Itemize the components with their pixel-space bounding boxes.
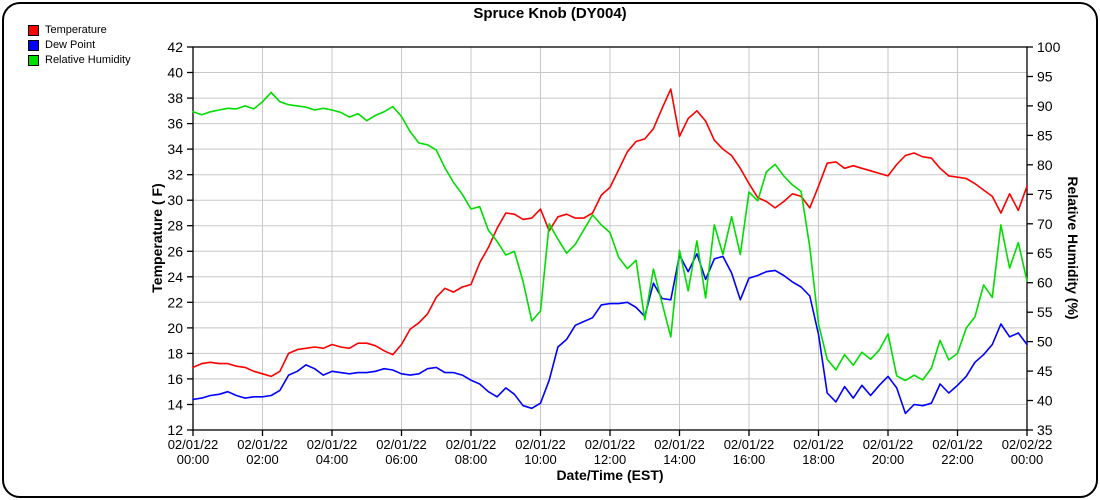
x-tick-time-label: 06:00: [385, 452, 418, 467]
y-right-tick-label: 75: [1037, 186, 1053, 202]
x-tick-date-label: 02/02/22: [1002, 437, 1053, 452]
y-right-tick-label: 80: [1037, 157, 1053, 173]
x-tick-time-label: 04:00: [316, 452, 349, 467]
y-left-tick-label: 26: [167, 243, 183, 259]
y-left-tick-label: 22: [167, 294, 183, 310]
y-right-tick-label: 90: [1037, 98, 1053, 114]
temperature-swatch-icon: [28, 25, 39, 36]
y-right-tick-label: 55: [1037, 304, 1053, 320]
relative-humidity-line: [192, 91, 1028, 382]
x-tick-time-label: 10:00: [524, 452, 557, 467]
x-tick-date-label: 02/01/22: [932, 437, 983, 452]
x-tick-date-label: 02/01/22: [724, 437, 775, 452]
y-left-tick-label: 32: [167, 167, 183, 183]
x-tick-time-label: 02:00: [246, 452, 279, 467]
y-left-tick-label: 36: [167, 116, 183, 132]
x-tick-date-label: 02/01/22: [515, 437, 566, 452]
x-tick-date-label: 02/01/22: [863, 437, 914, 452]
y-left-tick-label: 42: [167, 39, 183, 55]
y-left-tick-label: 38: [167, 90, 183, 106]
y-right-tick-label: 40: [1037, 393, 1053, 409]
legend-label-relative-humidity: Relative Humidity: [45, 54, 131, 66]
x-tick-time-label: 00:00: [177, 452, 210, 467]
y-right-tick-label: 35: [1037, 422, 1053, 438]
y-right-tick-label: 70: [1037, 216, 1053, 232]
legend-label-temperature: Temperature: [45, 24, 107, 36]
y-right-tick-label: 45: [1037, 363, 1053, 379]
x-tick-time-label: 20:00: [872, 452, 905, 467]
x-tick-time-label: 14:00: [663, 452, 696, 467]
x-tick-time-label: 00:00: [1011, 452, 1044, 467]
x-tick-date-label: 02/01/22: [307, 437, 358, 452]
legend-item-temperature: Temperature: [28, 23, 131, 38]
y-right-tick-label: 95: [1037, 69, 1053, 85]
x-tick-date-label: 02/01/22: [446, 437, 497, 452]
temperature-line: [192, 88, 1028, 378]
y-left-tick-label: 16: [167, 371, 183, 387]
y-right-tick-label: 100: [1037, 39, 1061, 55]
chart-title: Spruce Knob (DY004): [473, 5, 627, 22]
y-left-tick-label: 28: [167, 218, 183, 234]
x-tick-date-label: 02/01/22: [585, 437, 636, 452]
x-tick-date-label: 02/01/22: [168, 437, 219, 452]
legend: Temperature Dew Point Relative Humidity: [28, 23, 131, 68]
y-left-tick-label: 34: [167, 141, 183, 157]
x-tick-time-label: 12:00: [594, 452, 627, 467]
x-tick-date-label: 02/01/22: [654, 437, 705, 452]
legend-item-relative-humidity: Relative Humidity: [28, 53, 131, 68]
y-left-tick-label: 12: [167, 422, 183, 438]
x-tick-time-label: 22:00: [941, 452, 974, 467]
legend-item-dew-point: Dew Point: [28, 38, 131, 53]
relative-humidity-swatch-icon: [28, 55, 39, 66]
y-left-tick-label: 24: [167, 269, 183, 285]
y-right-tick-label: 85: [1037, 127, 1053, 143]
y-left-tick-label: 14: [167, 397, 183, 413]
x-tick-time-label: 08:00: [455, 452, 488, 467]
y-right-tick-label: 50: [1037, 334, 1053, 350]
x-tick-date-label: 02/01/22: [793, 437, 844, 452]
x-tick-time-label: 18:00: [802, 452, 835, 467]
x-tick-date-label: 02/01/22: [237, 437, 288, 452]
dew-point-swatch-icon: [28, 40, 39, 51]
x-axis-title: Date/Time (EST): [556, 467, 664, 483]
y-left-tick-label: 18: [167, 345, 183, 361]
x-tick-date-label: 02/01/22: [376, 437, 427, 452]
y-left-tick-label: 30: [167, 192, 183, 208]
y-right-tick-label: 65: [1037, 245, 1053, 261]
y-right-tick-label: 60: [1037, 275, 1053, 291]
dew-point-line: [192, 253, 1028, 415]
x-tick-time-label: 16:00: [733, 452, 766, 467]
y-left-tick-label: 40: [167, 65, 183, 81]
y-left-tick-label: 20: [167, 320, 183, 336]
legend-label-dew-point: Dew Point: [45, 39, 96, 51]
